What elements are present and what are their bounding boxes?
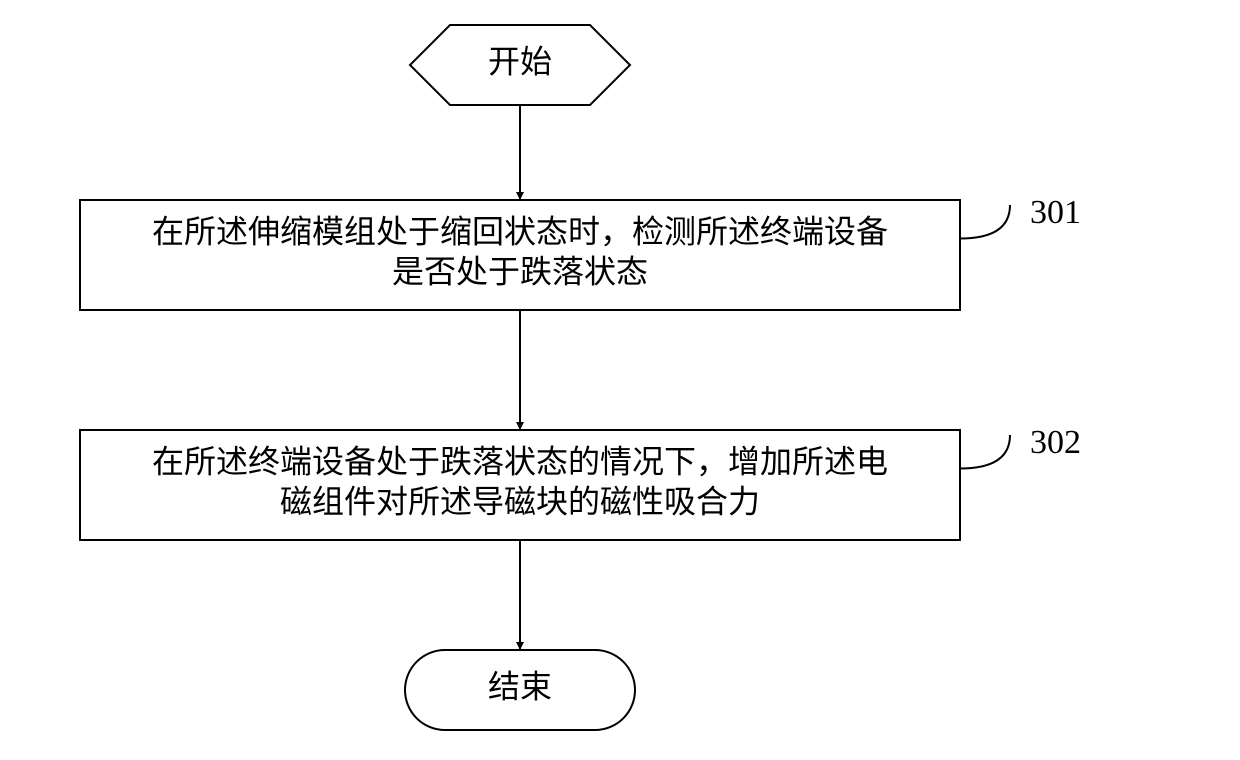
node-step2-text: 磁组件对所述导磁块的磁性吸合力: [280, 483, 760, 519]
node-start: 开始: [410, 25, 630, 105]
node-step1-text: 在所述伸缩模组处于缩回状态时，检测所述终端设备: [152, 213, 888, 249]
side-label-step2: 302: [1030, 424, 1081, 461]
node-end: 结束: [405, 650, 635, 730]
node-step1: 在所述伸缩模组处于缩回状态时，检测所述终端设备是否处于跌落状态: [80, 200, 960, 310]
flowchart-canvas: 开始在所述伸缩模组处于缩回状态时，检测所述终端设备是否处于跌落状态在所述终端设备…: [0, 0, 1240, 755]
node-step2-text: 在所述终端设备处于跌落状态的情况下，增加所述电: [152, 443, 888, 479]
side-label-step1: 301: [1030, 194, 1081, 231]
node-step2: 在所述终端设备处于跌落状态的情况下，增加所述电磁组件对所述导磁块的磁性吸合力: [80, 430, 960, 540]
node-step1-text: 是否处于跌落状态: [392, 253, 648, 289]
side-label-connector-step2: [960, 435, 1010, 469]
node-start-text: 开始: [488, 43, 552, 79]
side-label-connector-step1: [960, 205, 1010, 239]
node-end-text: 结束: [488, 668, 552, 704]
